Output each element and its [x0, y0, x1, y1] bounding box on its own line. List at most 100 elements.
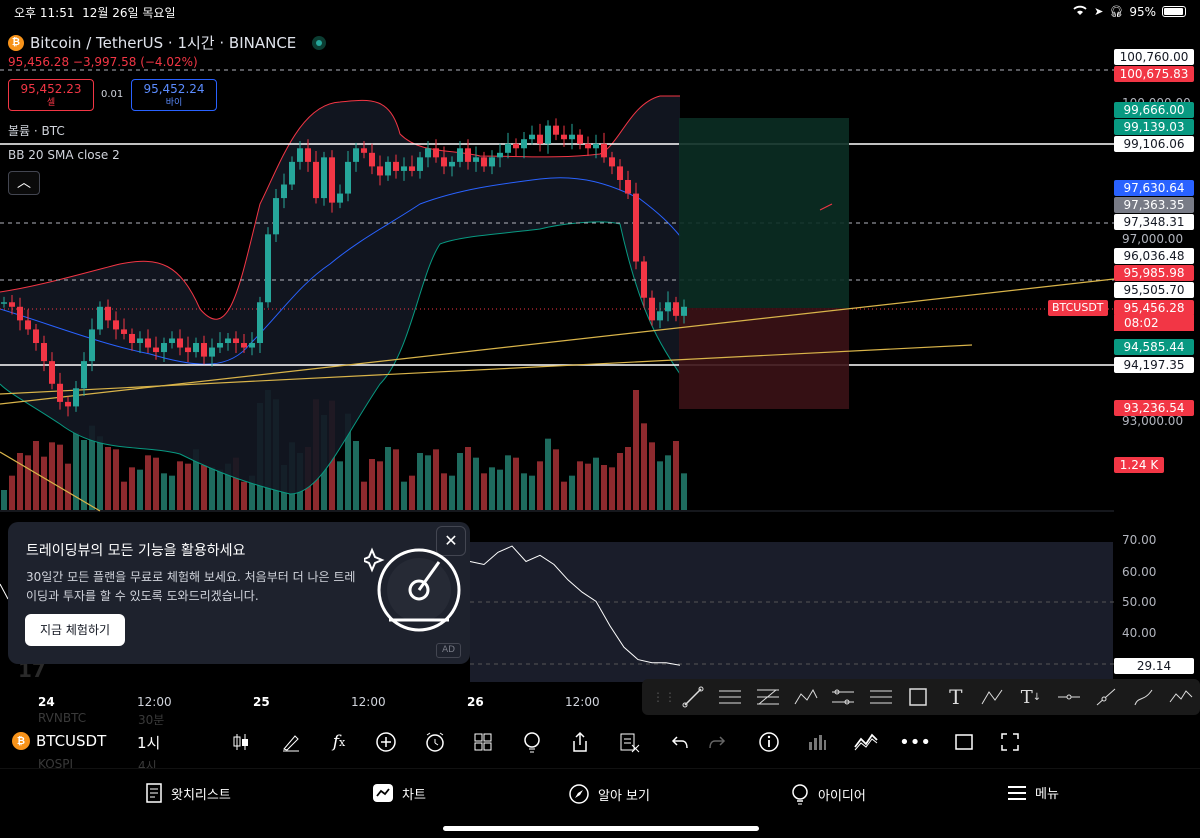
candle-body [433, 148, 439, 158]
candle-body [233, 338, 239, 344]
candle-body [241, 343, 247, 348]
trend-line[interactable] [0, 278, 1115, 405]
bar-countdown: 08:02 [1114, 315, 1194, 331]
candle-body [113, 320, 119, 330]
draw-icon[interactable] [279, 730, 303, 754]
share-icon[interactable] [568, 730, 592, 754]
buy-label: 바이 [165, 98, 183, 108]
horizontal-lines-icon[interactable] [712, 682, 750, 712]
candle-body [73, 388, 79, 407]
volume-bar [561, 481, 567, 510]
brush-icon[interactable] [1125, 682, 1163, 712]
horizontal-ray-icon[interactable] [1050, 682, 1088, 712]
text-note-icon[interactable]: T ↓ [1020, 686, 1042, 708]
position-profit-zone[interactable] [679, 118, 849, 308]
volume-bar [457, 453, 463, 510]
clear-icon[interactable] [617, 730, 641, 754]
rectangle-icon[interactable] [899, 682, 937, 712]
pattern-icon[interactable] [787, 682, 825, 712]
abc-pattern-icon[interactable] [975, 682, 1013, 712]
candle-body [545, 125, 551, 144]
volume-bar [17, 453, 23, 510]
rsi-scale-label: 40.00 [1122, 626, 1157, 640]
home-indicator [443, 826, 759, 831]
trend-line-icon[interactable] [674, 682, 712, 712]
volume-bar [673, 441, 679, 510]
candle-body [401, 166, 407, 171]
legend-change: 95,456.28 −3,997.58 (−4.02%) [8, 55, 198, 69]
collapse-legend-button[interactable]: ︿ [8, 171, 40, 195]
channel-icon[interactable] [824, 682, 862, 712]
candle-body [617, 166, 623, 180]
layout-icon[interactable] [471, 730, 495, 754]
volume-bar [233, 457, 239, 510]
volume-bar [201, 465, 207, 510]
parallel-channel-icon[interactable] [862, 682, 900, 712]
bitcoin-icon: ₿ [12, 732, 30, 750]
candle-body [89, 329, 95, 362]
status-time: 오후 11:51 12월 26일 목요일 [14, 6, 176, 20]
volume-bar [209, 467, 215, 510]
plus-icon[interactable] [374, 730, 398, 754]
candle-body [57, 383, 63, 402]
undo-icon[interactable] [668, 730, 692, 754]
volume-bar [33, 441, 39, 510]
candle-body [121, 329, 127, 334]
candle-body [129, 333, 135, 344]
text-icon[interactable]: T [949, 685, 963, 709]
alarm-icon[interactable] [423, 730, 447, 754]
symbol-legend[interactable]: ₿ Bitcoin / TetherUS · 1시간 · BINANCE [8, 32, 327, 53]
tab-menu[interactable]: 메뉴 [1007, 783, 1059, 802]
indicators-icon[interactable] [854, 730, 878, 754]
interval-selector[interactable]: 1시 [137, 734, 161, 752]
spread-value: 0.01 [101, 89, 124, 100]
candle-body [105, 306, 111, 321]
ray-icon[interactable] [1087, 682, 1125, 712]
candle-body [609, 157, 615, 167]
promo-cta-button[interactable]: 지금 체험하기 [25, 614, 126, 646]
status-right: ➤ 🎧︎ 95% [1072, 4, 1186, 19]
bitcoin-icon: ₿ [8, 34, 24, 51]
candle-body [593, 143, 599, 149]
candle-body [201, 343, 207, 357]
chart-area[interactable]: ₿ Bitcoin / TetherUS · 1시간 · BINANCE 95,… [0, 24, 1200, 714]
menu-icon [1008, 785, 1026, 800]
volume-bar [105, 447, 111, 510]
gauge-illustration-icon [364, 547, 461, 632]
tab-chart[interactable]: 차트 [372, 783, 426, 803]
promo-close-button[interactable]: ✕ [436, 526, 466, 556]
volume-bar [353, 441, 359, 510]
volume-legend[interactable]: 볼륨 · BTC [8, 124, 65, 138]
price-chart[interactable] [0, 24, 1200, 714]
fib-icon[interactable] [749, 682, 787, 712]
tab-ideas[interactable]: 아이디어 [790, 783, 866, 805]
tab-watchlist[interactable]: 왓치리스트 [145, 783, 231, 803]
trend-line[interactable] [0, 451, 101, 512]
candle-body [305, 148, 311, 162]
tab-explore[interactable]: 알아 보기 [568, 783, 650, 805]
path-icon[interactable] [1163, 682, 1200, 712]
candle-body [377, 166, 383, 176]
candle-body [353, 148, 359, 162]
info-icon[interactable] [757, 730, 781, 754]
volume-bar [145, 455, 151, 510]
more-icon[interactable]: ••• [899, 731, 931, 753]
fullscreen-box-icon[interactable] [952, 730, 976, 754]
candle-body [329, 157, 335, 203]
promo-banner[interactable]: 트레이딩뷰의 모든 기능을 활용하세요 30일간 모든 플랜을 무료로 체험해 … [8, 522, 470, 664]
volume-bar [169, 475, 175, 510]
candle-body [153, 347, 159, 353]
price-tag: 94,197.35 [1114, 357, 1194, 373]
candles-icon[interactable] [229, 730, 253, 754]
symbol-selector[interactable]: ₿ BTCUSDT [12, 732, 106, 750]
trend-line[interactable] [0, 344, 973, 395]
sell-button[interactable]: 95,452.23 셀 [8, 79, 94, 111]
volume-bar [193, 449, 199, 510]
idea-bulb-icon[interactable] [520, 730, 544, 754]
buy-button[interactable]: 95,452.24 바이 [131, 79, 217, 111]
drag-grip-icon[interactable]: ⋮⋮ [652, 690, 676, 704]
bollinger-legend[interactable]: BB 20 SMA close 2 [8, 148, 120, 162]
time-axis-label: 24 [38, 695, 55, 709]
expand-icon[interactable] [998, 730, 1022, 754]
